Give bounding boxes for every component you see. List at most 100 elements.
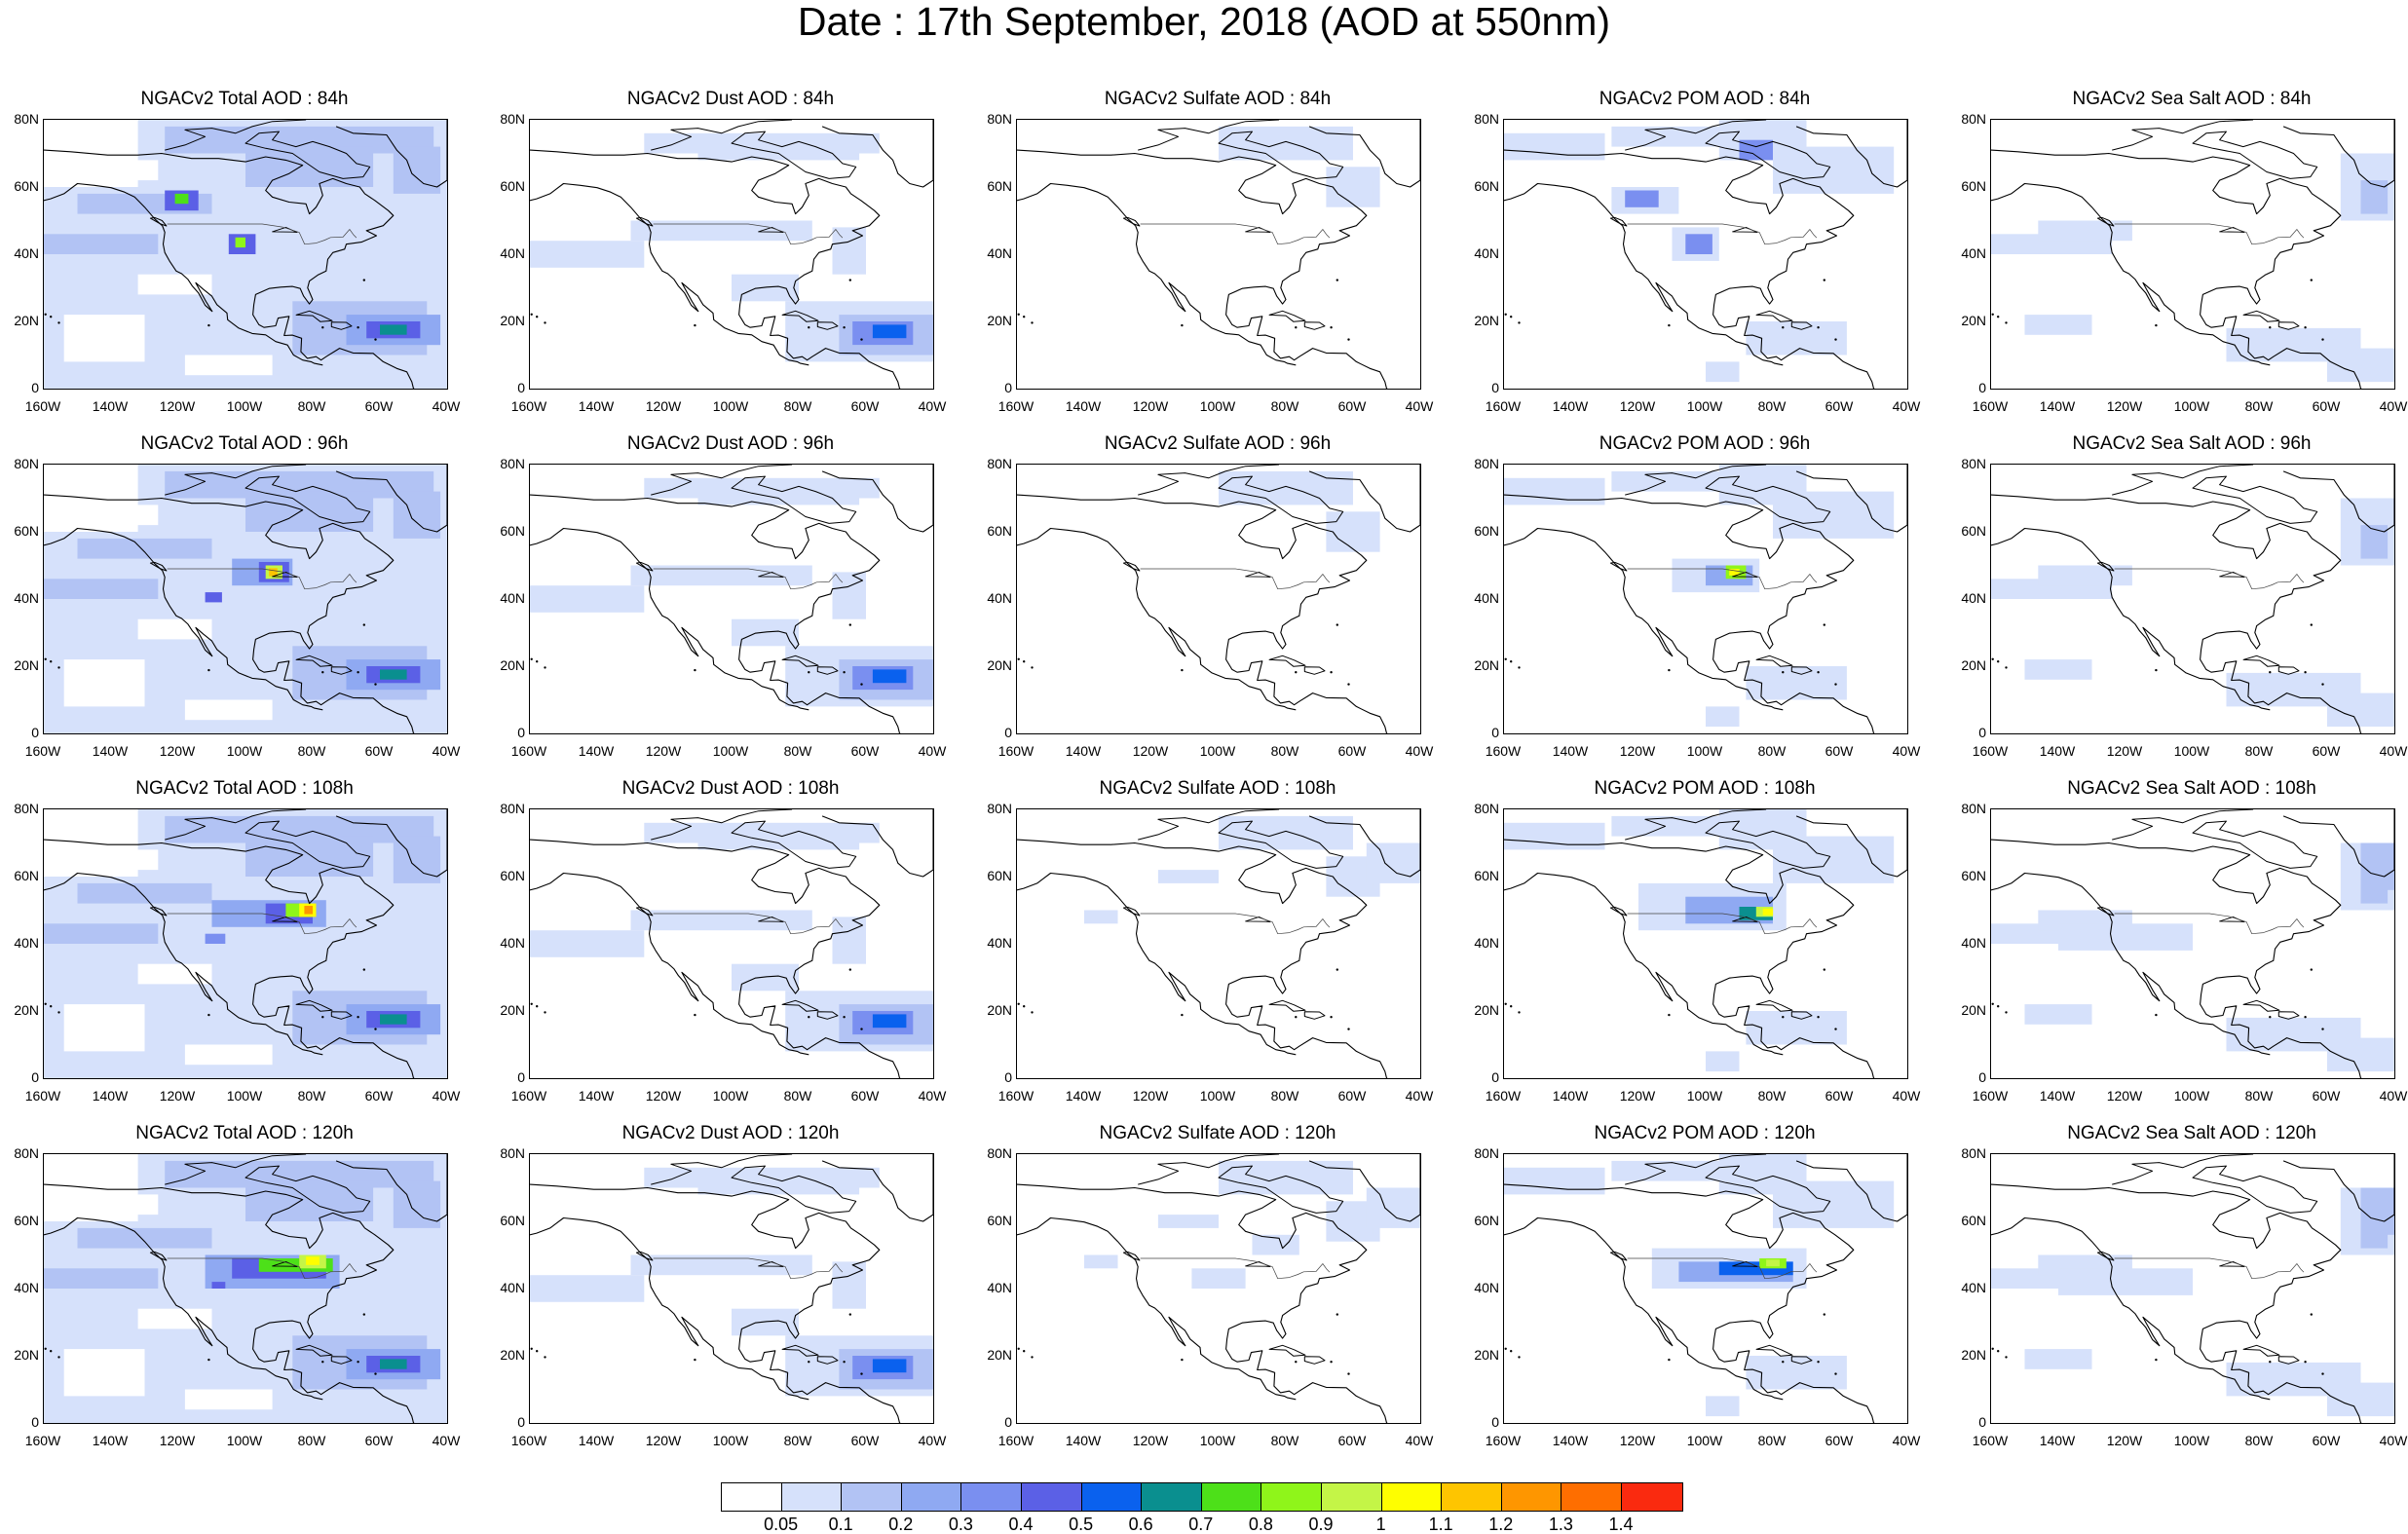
x-tick-label: 60W bbox=[1825, 1088, 1854, 1104]
y-tick-label: 80N bbox=[500, 456, 525, 471]
panel-title: NGACv2 Sulfate AOD : 120h bbox=[1099, 1123, 1336, 1143]
map-panel-sulfate-84h: NGACv2 Sulfate AOD : 84h 80N 60N 40N 20N 0 160… bbox=[973, 90, 1464, 417]
y-tick-label: 80N bbox=[500, 801, 525, 816]
x-tick-label: 160W bbox=[1485, 743, 1522, 759]
y-tick-label: 40N bbox=[500, 245, 525, 261]
map-panel-total-120h: NGACv2 Total AOD : 120h 80N 60N 40N 20N 0 160W… bbox=[0, 1124, 491, 1451]
y-tick-label: 80N bbox=[1474, 1145, 1499, 1161]
aod-cell bbox=[205, 592, 222, 603]
map-plot-area bbox=[1990, 464, 2395, 734]
panel-title: NGACv2 Sea Salt AOD : 108h bbox=[2067, 778, 2316, 799]
aod-cell bbox=[1746, 1011, 1847, 1045]
y-tick-label: 60N bbox=[987, 178, 1012, 194]
map-panel-dust-108h: NGACv2 Dust AOD : 108h 80N 60N 40N 20N 0 160W 1… bbox=[486, 779, 977, 1106]
aod-cell bbox=[111, 160, 159, 181]
colorbar-swatch bbox=[1142, 1483, 1202, 1511]
y-tick-label: 40N bbox=[1961, 1280, 1986, 1295]
y-tick-label: 60N bbox=[500, 523, 525, 539]
y-tick-label: 0 bbox=[1978, 1069, 1986, 1085]
x-tick-label: 120W bbox=[2106, 398, 2143, 414]
aod-cell bbox=[2024, 315, 2092, 335]
x-tick-label: 160W bbox=[1972, 398, 2009, 414]
x-tick-label: 100W bbox=[712, 1433, 749, 1448]
x-tick-label: 160W bbox=[510, 743, 547, 759]
x-tick-label: 80W bbox=[783, 1433, 812, 1448]
x-tick-label: 140W bbox=[1065, 398, 1102, 414]
x-tick-label: 60W bbox=[1825, 1433, 1854, 1448]
x-tick-label: 60W bbox=[1825, 398, 1854, 414]
x-tick-label: 120W bbox=[645, 398, 682, 414]
x-tick-label: 80W bbox=[297, 398, 326, 414]
x-tick-label: 120W bbox=[1132, 743, 1169, 759]
aod-cell bbox=[630, 910, 812, 931]
aod-map-svg bbox=[1991, 1154, 2394, 1423]
y-tick-label: 20N bbox=[987, 657, 1012, 673]
aod-cell bbox=[1833, 498, 1888, 532]
map-panel-total-96h: NGACv2 Total AOD : 96h 80N 60N 40N 20N 0 160W 1… bbox=[0, 434, 491, 762]
y-tick-label: 0 bbox=[31, 725, 39, 740]
x-tick-label: 80W bbox=[783, 398, 812, 414]
map-plot-area bbox=[1990, 808, 2395, 1079]
y-tick-label: 0 bbox=[31, 1069, 39, 1085]
map-plot-area bbox=[43, 119, 448, 390]
x-tick-label: 60W bbox=[2312, 743, 2341, 759]
aod-map-svg bbox=[1017, 1154, 1420, 1423]
x-tick-label: 40W bbox=[2379, 1088, 2408, 1104]
x-tick-label: 160W bbox=[1485, 1088, 1522, 1104]
x-tick-label: 120W bbox=[645, 743, 682, 759]
panel-title: NGACv2 Total AOD : 96h bbox=[140, 433, 349, 454]
y-tick-label: 60N bbox=[14, 523, 39, 539]
aod-cell bbox=[2058, 923, 2193, 951]
x-tick-label: 140W bbox=[92, 398, 129, 414]
y-tick-label: 60N bbox=[1961, 1213, 1986, 1228]
aod-cell bbox=[111, 505, 159, 526]
y-tick-label: 60N bbox=[1961, 178, 1986, 194]
y-tick-label: 60N bbox=[500, 868, 525, 883]
y-tick-label: 0 bbox=[517, 380, 525, 395]
colorbar-swatch bbox=[1621, 1483, 1682, 1511]
aod-cell bbox=[1625, 190, 1659, 207]
y-tick-label: 80N bbox=[987, 111, 1012, 127]
x-tick-label: 140W bbox=[1065, 743, 1102, 759]
panel-title: NGACv2 Total AOD : 120h bbox=[135, 1123, 354, 1143]
x-tick-label: 40W bbox=[918, 1088, 947, 1104]
y-tick-label: 40N bbox=[500, 590, 525, 606]
x-tick-label: 160W bbox=[1972, 1088, 2009, 1104]
x-tick-label: 160W bbox=[24, 398, 61, 414]
aod-cell bbox=[872, 1359, 907, 1373]
aod-cell bbox=[1504, 477, 1605, 505]
aod-cell bbox=[44, 234, 159, 254]
x-tick-label: 60W bbox=[850, 1088, 880, 1104]
aod-cell bbox=[530, 585, 645, 613]
aod-cell bbox=[1252, 1234, 1299, 1255]
x-tick-label: 80W bbox=[1757, 743, 1787, 759]
x-tick-label: 80W bbox=[783, 1088, 812, 1104]
aod-map-svg bbox=[1504, 809, 1907, 1078]
y-tick-label: 0 bbox=[1004, 380, 1012, 395]
x-tick-label: 140W bbox=[2039, 1433, 2076, 1448]
x-tick-label: 160W bbox=[510, 1433, 547, 1448]
x-tick-label: 140W bbox=[92, 1088, 129, 1104]
x-tick-label: 40W bbox=[432, 743, 461, 759]
aod-cell bbox=[77, 882, 212, 904]
aod-cell bbox=[2024, 659, 2092, 680]
y-tick-label: 0 bbox=[517, 1069, 525, 1085]
aod-cell bbox=[1685, 234, 1712, 254]
x-tick-label: 120W bbox=[645, 1088, 682, 1104]
x-tick-label: 120W bbox=[1619, 398, 1656, 414]
y-tick-label: 40N bbox=[1474, 935, 1499, 951]
y-tick-label: 40N bbox=[987, 1280, 1012, 1295]
x-tick-label: 120W bbox=[159, 1433, 196, 1448]
colorbar-swatch bbox=[1442, 1483, 1502, 1511]
x-tick-label: 60W bbox=[364, 398, 394, 414]
aod-map-svg bbox=[1991, 465, 2394, 733]
x-tick-label: 40W bbox=[1405, 398, 1434, 414]
y-tick-label: 40N bbox=[14, 935, 39, 951]
colorbar-swatch bbox=[1381, 1483, 1443, 1511]
y-tick-label: 80N bbox=[987, 456, 1012, 471]
x-tick-label: 140W bbox=[92, 743, 129, 759]
x-tick-label: 40W bbox=[918, 1433, 947, 1448]
aod-map-svg bbox=[1991, 809, 2394, 1078]
x-tick-label: 80W bbox=[1270, 743, 1299, 759]
colorbar-label: 0.2 bbox=[888, 1515, 914, 1534]
